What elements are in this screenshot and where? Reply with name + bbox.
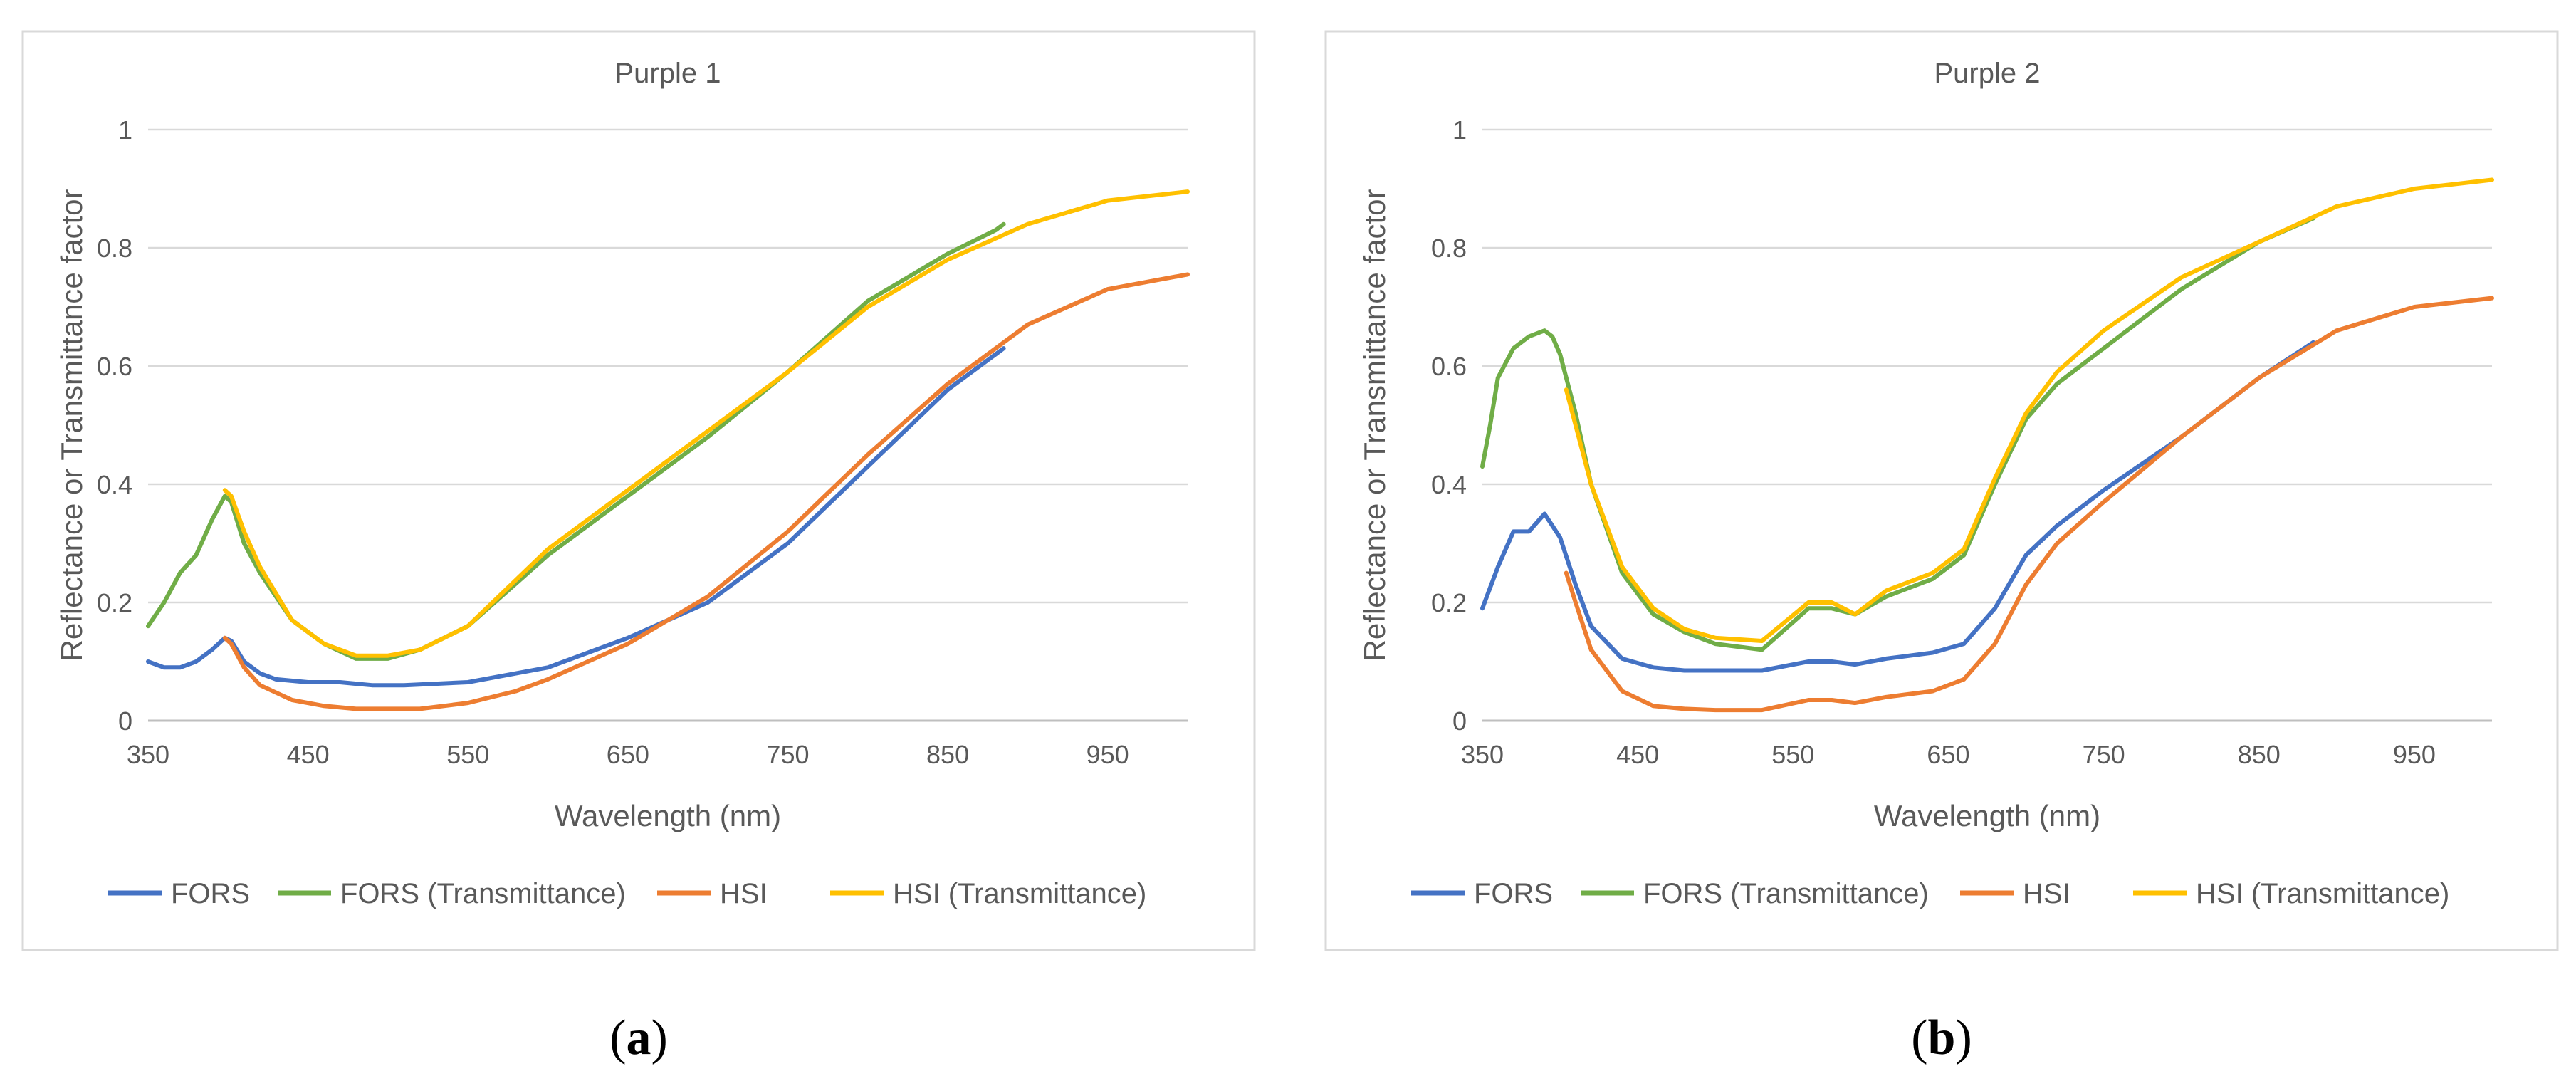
chart-b-xtick-label: 950 — [2393, 740, 2436, 769]
chart-a-xtick-label: 750 — [766, 740, 809, 769]
chart-b-title: Purple 2 — [1934, 58, 2041, 89]
chart-a: Purple 1 0 0.2 0.4 0.6 0.8 1 350 450 550 650 750 850… — [55, 58, 1190, 909]
chart-b-series-fors — [1480, 340, 2316, 673]
chart-b-ytick-label: 0.8 — [1431, 234, 1467, 263]
chart-b-ytick-label: 0 — [1452, 706, 1467, 736]
chart-b-legend-label: HSI (Transmittance) — [2196, 878, 2449, 909]
chart-a-ytick-label: 1 — [118, 115, 132, 145]
chart-b-series-fors-transmittance — [1480, 216, 2316, 652]
chart-b-legend-label: FORS — [1474, 878, 1553, 909]
chart-a-xtick-label: 450 — [287, 740, 330, 769]
chart-b: Purple 2 0 0.2 0.4 0.6 0.8 1 350 450 550 650 750 850… — [1358, 58, 2494, 909]
chart-b-xtick-label: 850 — [2238, 740, 2281, 769]
chart-a-legend-item: HSI (Transmittance) — [830, 878, 1146, 909]
chart-b-ytick-label: 0.6 — [1431, 352, 1467, 381]
chart-a-series-hsi — [222, 272, 1190, 711]
chart-a-legend-item: FORS (Transmittance) — [278, 878, 626, 909]
chart-a-legend-item: HSI — [657, 878, 768, 909]
chart-b-xtick-label: 650 — [1927, 740, 1969, 769]
chart-a-series-hsi-transmittance — [222, 189, 1190, 658]
chart-a-legend-label: HSI (Transmittance) — [893, 878, 1146, 909]
caption-b: (b) — [1911, 1011, 1972, 1065]
chart-b-legend-label: HSI — [2023, 878, 2070, 909]
chart-a-xtick-label: 650 — [607, 740, 649, 769]
caption-a: (a) — [609, 1011, 668, 1065]
chart-a-ytick-label: 0.4 — [97, 470, 132, 499]
chart-b-xtick-label: 750 — [2083, 740, 2125, 769]
chart-a-ytick-label: 0.8 — [97, 234, 132, 263]
chart-a-legend-item: FORS — [108, 878, 250, 909]
chart-layer: Purple 1 0 0.2 0.4 0.6 0.8 1 350 450 550 650 750 850… — [55, 58, 2494, 909]
chart-b-legend-item: HSI — [1960, 878, 2070, 909]
chart-b-legend-item: FORS (Transmittance) — [1581, 878, 1929, 909]
chart-a-xtick-label: 850 — [926, 740, 969, 769]
chart-b-ytick-label: 0.2 — [1431, 588, 1467, 617]
chart-b-ytick-label: 0.4 — [1431, 470, 1467, 499]
chart-a-legend-label: FORS (Transmittance) — [340, 878, 626, 909]
chart-a-y-axis-title: Reflectance or Transmittance factor — [55, 189, 88, 662]
chart-a-ytick-label: 0.2 — [97, 588, 132, 617]
chart-b-legend-item: HSI (Transmittance) — [2133, 878, 2449, 909]
chart-b-y-axis-title: Reflectance or Transmittance factor — [1358, 189, 1391, 662]
chart-a-xtick-label: 550 — [446, 740, 489, 769]
chart-b-legend-item: FORS — [1411, 878, 1553, 909]
chart-b-series-hsi — [1564, 296, 2494, 713]
chart-b-series-hsi-transmittance — [1564, 177, 2494, 643]
chart-a-series-fors — [146, 346, 1006, 688]
chart-a-ytick-label: 0.6 — [97, 352, 132, 381]
chart-b-x-axis-title: Wavelength (nm) — [1874, 799, 2100, 832]
chart-a-xtick-label: 350 — [127, 740, 169, 769]
chart-b-xtick-label: 350 — [1461, 740, 1504, 769]
chart-a-x-axis-title: Wavelength (nm) — [555, 799, 781, 832]
chart-b-ytick-label: 1 — [1452, 115, 1467, 145]
chart-b-xtick-label: 450 — [1616, 740, 1659, 769]
chart-frame-b — [1324, 30, 2559, 951]
chart-b-legend-label: FORS (Transmittance) — [1643, 878, 1929, 909]
chart-a-ytick-label: 0 — [118, 706, 132, 736]
chart-b-xtick-label: 550 — [1771, 740, 1814, 769]
chart-a-xtick-label: 950 — [1087, 740, 1129, 769]
chart-a-legend-label: FORS — [171, 878, 250, 909]
chart-a-title: Purple 1 — [615, 58, 721, 89]
chart-a-legend-label: HSI — [720, 878, 768, 909]
